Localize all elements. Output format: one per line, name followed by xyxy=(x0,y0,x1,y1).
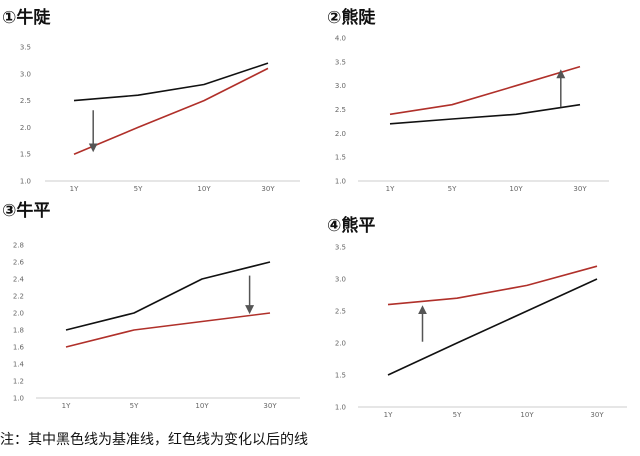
chart-panel-1: ①牛陡 3.5 3.0 2.5 2.0 1.5 1.0 1Y 5Y 10Y 30Y xyxy=(2,7,300,193)
series-line-base xyxy=(387,278,598,376)
y-tick-label: 2.5 xyxy=(20,97,31,105)
chart-panel-4: ④熊平 3.5 3.0 2.5 2.0 1.5 1.0 1Y 5Y 10Y 30Y xyxy=(327,215,627,419)
y-tick-label: 1.5 xyxy=(20,151,31,159)
y-tick-label: 1.6 xyxy=(13,344,25,352)
y-tick-label: 2.0 xyxy=(20,124,31,132)
y-tick-label: 3.5 xyxy=(335,58,346,66)
y-tick-label: 1.2 xyxy=(13,378,24,386)
x-tick-label: 10Y xyxy=(197,185,211,193)
chart-title: ③牛平 xyxy=(2,200,50,221)
y-tick-label: 3.5 xyxy=(20,44,31,52)
y-tick-label: 3.0 xyxy=(335,276,346,284)
y-tick-label: 3.5 xyxy=(335,244,346,252)
y-tick-label: 2.0 xyxy=(335,130,346,138)
x-tick-label: 1Y xyxy=(70,185,79,193)
x-tick-label: 30Y xyxy=(573,185,587,193)
y-tick-label: 3.0 xyxy=(335,82,346,90)
x-tick-label: 1Y xyxy=(386,185,395,193)
y-tick-label: 2.5 xyxy=(335,106,346,114)
x-tick-label: 5Y xyxy=(134,185,143,193)
series-line-changed xyxy=(73,67,269,155)
y-tick-label: 2.2 xyxy=(13,293,24,301)
y-tick-label: 2.5 xyxy=(335,308,346,316)
x-tick-label: 5Y xyxy=(453,411,462,419)
y-tick-label: 1.5 xyxy=(335,154,346,162)
y-tick-label: 1.0 xyxy=(335,178,346,186)
series-line-base xyxy=(389,103,581,125)
y-tick-label: 1.0 xyxy=(335,404,346,412)
x-tick-label: 10Y xyxy=(509,185,523,193)
x-tick-label: 1Y xyxy=(62,402,71,410)
x-tick-label: 5Y xyxy=(130,402,139,410)
x-tick-label: 30Y xyxy=(261,185,275,193)
x-tick-label: 1Y xyxy=(384,411,393,419)
y-tick-label: 2.4 xyxy=(13,276,25,284)
y-tick-label: 1.8 xyxy=(13,327,24,335)
chart-title: ④熊平 xyxy=(327,215,375,236)
y-tick-label: 1.0 xyxy=(20,178,31,186)
x-tick-label: 10Y xyxy=(520,411,534,419)
x-tick-label: 30Y xyxy=(263,402,277,410)
y-tick-label: 4.0 xyxy=(335,35,346,43)
series-line-changed xyxy=(65,312,271,348)
chart-title: ②熊陡 xyxy=(327,7,376,28)
y-tick-label: 1.4 xyxy=(13,361,25,369)
chart-panel-2: ②熊陡 4.0 3.5 3.0 2.5 2.0 1.5 1.0 1Y 5Y 10Y 30Y xyxy=(327,7,609,193)
series-line-base xyxy=(65,261,271,331)
x-tick-label: 5Y xyxy=(448,185,457,193)
chart-panel-3: ③牛平 2.8 2.6 2.4 2.2 2.0 1.8 1.6 1.4 1.2 1.0 1Y 5Y 10Y… xyxy=(2,200,300,410)
series-line-changed xyxy=(387,265,598,306)
y-tick-label: 2.0 xyxy=(13,310,24,318)
series-line-base xyxy=(73,62,269,102)
y-tick-label: 1.5 xyxy=(335,372,346,380)
y-tick-label: 2.6 xyxy=(13,259,25,267)
chart-title: ①牛陡 xyxy=(2,7,51,28)
y-tick-label: 2.8 xyxy=(13,242,24,250)
series-line-changed xyxy=(389,65,581,116)
y-tick-label: 1.0 xyxy=(13,395,24,403)
y-tick-label: 3.0 xyxy=(20,70,31,78)
y-tick-label: 2.0 xyxy=(335,340,346,348)
x-tick-label: 30Y xyxy=(590,411,604,419)
x-tick-label: 10Y xyxy=(195,402,209,410)
footnote: 注：其中黑色线为基准线，红色线为变化以后的线 xyxy=(0,432,308,448)
